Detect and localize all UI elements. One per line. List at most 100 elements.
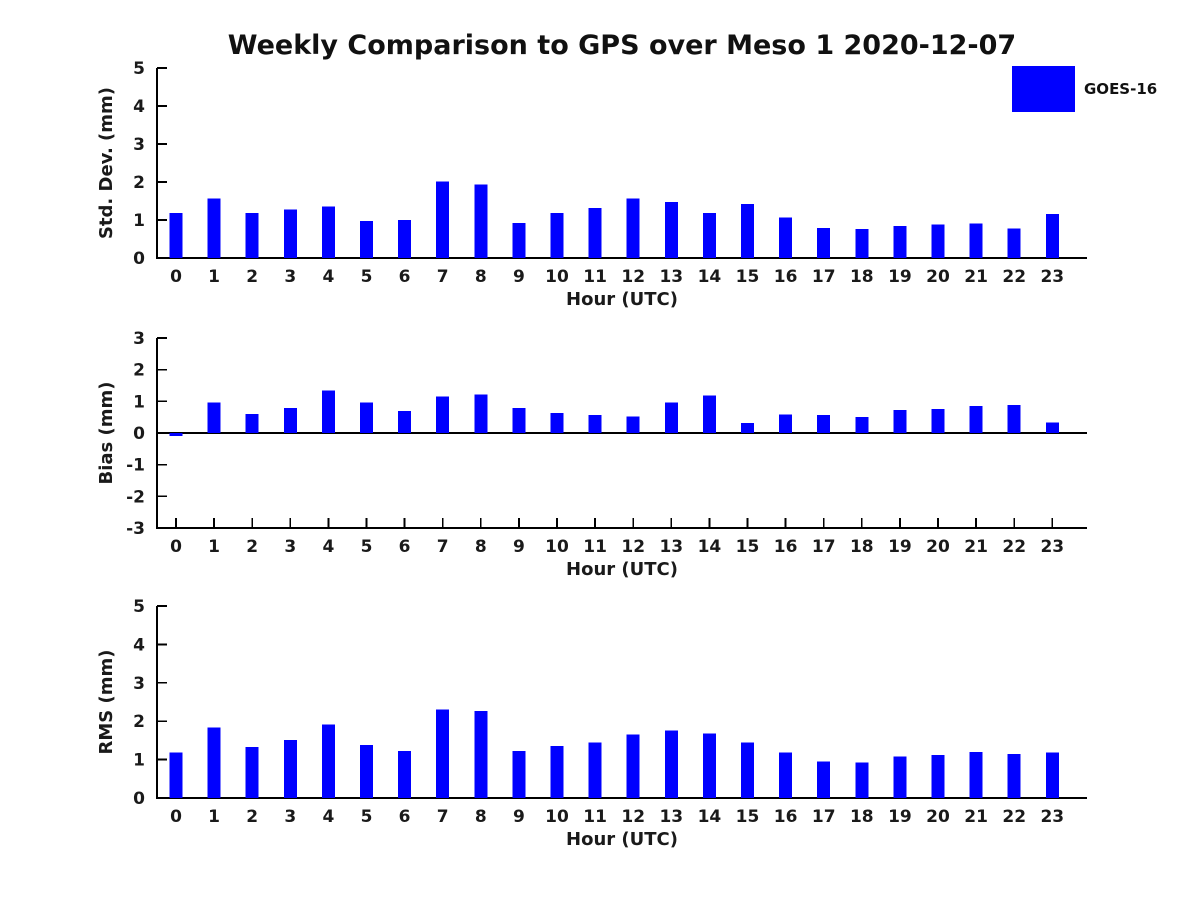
bias-y-tick-label: 3 — [133, 329, 145, 349]
bias-y-tick-label: -3 — [126, 519, 145, 539]
rms-y-tick-label: 1 — [133, 751, 145, 771]
bar-rms-h7 — [436, 709, 450, 798]
bias-y-tick-label: -2 — [126, 487, 145, 507]
bar-rms-h8 — [474, 710, 488, 798]
bar-bias-h18 — [855, 416, 869, 433]
bar-std-dev-h3 — [283, 209, 297, 258]
bar-std-dev-h10 — [550, 213, 564, 258]
rms-xlabel: Hour (UTC) — [566, 829, 678, 850]
rms-x-tick-label: 11 — [583, 807, 607, 827]
bias-x-tick-label: 16 — [774, 537, 798, 557]
bar-std-dev-h22 — [1007, 228, 1021, 258]
std-dev-y-tick-label: 0 — [133, 249, 145, 269]
std-dev-x-tick-label: 15 — [736, 267, 760, 287]
bar-std-dev-h7 — [436, 181, 450, 258]
bar-rms-h0 — [169, 752, 183, 798]
rms-x-tick-label: 23 — [1040, 807, 1064, 827]
bias-x-tick-label: 12 — [621, 537, 645, 557]
std-dev-x-tick-label: 21 — [964, 267, 988, 287]
rms-x-tick-label: 2 — [246, 807, 258, 827]
bar-bias-h12 — [626, 416, 640, 433]
bar-bias-h9 — [512, 407, 526, 433]
rms-x-tick-label: 7 — [437, 807, 449, 827]
bar-bias-h11 — [588, 414, 602, 433]
std-dev-x-tick-label: 6 — [399, 267, 411, 287]
std-dev-x-tick-label: 12 — [621, 267, 645, 287]
bar-bias-h16 — [779, 414, 793, 433]
bar-rms-h1 — [207, 727, 221, 798]
rms-y-tick-label: 0 — [133, 789, 145, 809]
bar-bias-h4 — [321, 390, 335, 433]
legend: GOES-16 — [1012, 66, 1157, 112]
bias-x-tick-label: 13 — [659, 537, 683, 557]
bias-x-tick-label: 18 — [850, 537, 874, 557]
rms-x-tick-label: 21 — [964, 807, 988, 827]
std-dev-x-tick-label: 10 — [545, 267, 569, 287]
std-dev-x-tick-label: 7 — [437, 267, 449, 287]
bar-rms-h16 — [779, 752, 793, 798]
bar-std-dev-h0 — [169, 213, 183, 258]
bias-x-tick-label: 9 — [513, 537, 525, 557]
legend-swatch-icon — [1012, 66, 1075, 112]
bias-x-tick-label: 15 — [736, 537, 760, 557]
bar-bias-h19 — [893, 410, 907, 433]
bias-y-tick-label: 1 — [133, 392, 145, 412]
bar-std-dev-h9 — [512, 223, 526, 258]
bar-std-dev-h6 — [398, 220, 412, 258]
rms-y-tick-label: 5 — [133, 597, 145, 617]
rms-x-tick-label: 10 — [545, 807, 569, 827]
bar-rms-h9 — [512, 751, 526, 798]
bar-std-dev-h20 — [931, 224, 945, 258]
bias-x-tick-label: 22 — [1002, 537, 1026, 557]
bar-rms-h15 — [741, 742, 754, 798]
bar-rms-h3 — [283, 740, 297, 798]
bar-std-dev-h23 — [1045, 213, 1059, 258]
bar-bias-h6 — [398, 410, 412, 433]
bar-bias-h20 — [931, 408, 945, 433]
std-dev-x-tick-label: 23 — [1040, 267, 1064, 287]
std-dev-x-tick-label: 17 — [812, 267, 836, 287]
bias-x-tick-label: 14 — [698, 537, 722, 557]
bar-rms-h2 — [245, 746, 259, 798]
rms-y-tick-label: 4 — [133, 635, 145, 655]
rms-x-tick-label: 3 — [284, 807, 296, 827]
bar-bias-h23 — [1045, 422, 1059, 433]
rms-y-tick-label: 2 — [133, 712, 145, 732]
bar-bias-h10 — [550, 413, 564, 433]
bar-rms-h18 — [855, 762, 869, 798]
bar-std-dev-h13 — [664, 202, 678, 258]
bar-rms-h23 — [1045, 752, 1059, 798]
bar-rms-h11 — [588, 742, 602, 798]
std-dev-x-tick-label: 22 — [1002, 267, 1026, 287]
figure-title: Weekly Comparison to GPS over Meso 1 202… — [227, 30, 1017, 61]
bias-y-tick-label: 0 — [133, 424, 145, 444]
rms-x-tick-label: 22 — [1002, 807, 1026, 827]
bar-std-dev-h8 — [474, 184, 488, 258]
bar-bias-h15 — [741, 422, 754, 433]
bar-bias-h1 — [207, 402, 221, 433]
rms-x-tick-label: 4 — [322, 807, 334, 827]
bias-x-tick-label: 6 — [399, 537, 411, 557]
bar-rms-h21 — [969, 751, 983, 798]
bar-bias-h22 — [1007, 405, 1021, 433]
rms-x-tick-label: 18 — [850, 807, 874, 827]
bar-bias-h2 — [245, 414, 259, 433]
bar-std-dev-h21 — [969, 223, 983, 258]
bar-rms-h10 — [550, 746, 564, 798]
rms-x-tick-label: 12 — [621, 807, 645, 827]
std-dev-x-tick-label: 2 — [246, 267, 258, 287]
bias-x-tick-label: 2 — [246, 537, 258, 557]
rms-x-tick-label: 19 — [888, 807, 912, 827]
bar-std-dev-h19 — [893, 226, 907, 258]
bar-std-dev-h14 — [702, 213, 716, 258]
bar-std-dev-h12 — [626, 198, 640, 258]
bias-x-tick-label: 8 — [475, 537, 487, 557]
rms-x-tick-label: 20 — [926, 807, 950, 827]
std-dev-x-tick-label: 0 — [170, 267, 182, 287]
std-dev-x-tick-label: 8 — [475, 267, 487, 287]
bar-bias-h5 — [360, 402, 373, 433]
std-dev-y-tick-label: 3 — [133, 135, 145, 155]
bar-rms-h20 — [931, 754, 945, 798]
